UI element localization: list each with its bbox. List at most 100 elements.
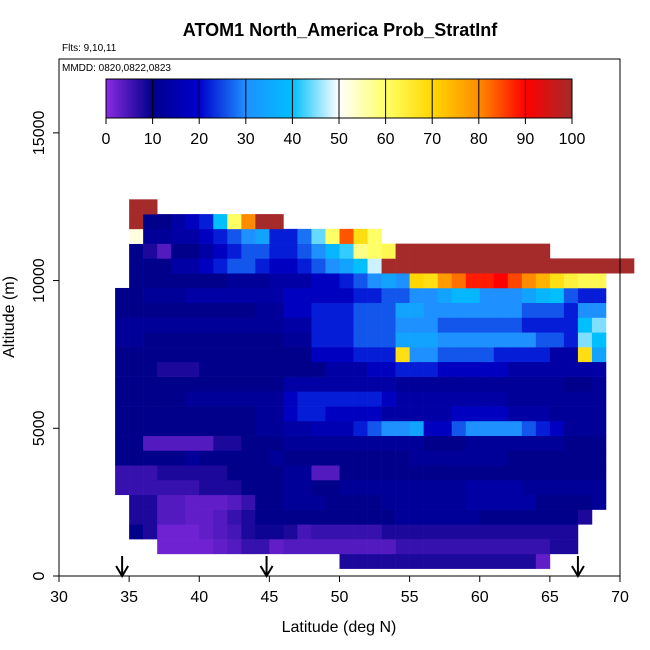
heatmap-cell: [227, 406, 242, 422]
heatmap-cell: [185, 332, 200, 348]
heatmap-cell: [507, 317, 523, 333]
heatmap-cell: [521, 479, 537, 496]
heatmap-cell: [409, 302, 424, 318]
heatmap-cell: [493, 273, 509, 289]
heatmap-cell: [507, 361, 523, 377]
heatmap-cell: [157, 228, 172, 244]
heatmap-cell: [535, 435, 551, 451]
heatmap-cell: [367, 302, 382, 318]
heatmap-cell: [283, 376, 298, 392]
heatmap-cell: [143, 302, 158, 318]
heatmap-cell: [479, 376, 495, 392]
heatmap-cell: [339, 228, 354, 244]
heatmap-cell: [325, 258, 340, 274]
heatmap-cell: [213, 287, 228, 304]
heatmap-cell: [591, 376, 607, 392]
heatmap-cell: [535, 287, 551, 304]
heatmap-cell: [213, 347, 228, 363]
heatmap-cell: [451, 494, 467, 510]
heatmap-cell: [521, 435, 537, 451]
heatmap-cell: [269, 391, 284, 407]
heatmap-cell: [563, 450, 579, 466]
heatmap-cell: [437, 287, 452, 304]
heatmap-cell: [213, 273, 228, 289]
heatmap-cell: [423, 287, 438, 304]
heatmap-cell: [185, 391, 200, 407]
heatmap-cell: [213, 302, 228, 318]
heatmap-cell: [283, 465, 298, 481]
heatmap-cell: [395, 539, 410, 555]
heatmap-cell: [199, 214, 214, 230]
heatmap-cell: [507, 287, 523, 304]
heatmap-cell: [479, 287, 495, 304]
heatmap-cell: [507, 258, 523, 274]
heatmap-cell: [213, 435, 228, 451]
heatmap-cell: [367, 243, 382, 259]
heatmap-cell: [521, 258, 537, 274]
heatmap-cell: [577, 287, 593, 304]
heatmap-cell: [563, 509, 579, 525]
heatmap-cell: [479, 332, 495, 348]
heatmap-cell: [577, 494, 593, 510]
heatmap-cell: [507, 479, 523, 496]
heatmap-cell: [395, 347, 410, 363]
colorbar-tick-label: 100: [559, 131, 586, 148]
heatmap-cell: [171, 539, 186, 555]
heatmap-cell: [507, 509, 523, 525]
heatmap-cell: [199, 539, 214, 555]
heatmap-cell: [423, 406, 438, 422]
heatmap-cell: [451, 347, 467, 363]
heatmap-cell: [479, 361, 495, 377]
heatmap-cell: [353, 376, 368, 392]
heatmap-cell: [227, 420, 242, 436]
heatmap-cell: [241, 376, 256, 392]
heatmap-cell: [185, 450, 200, 466]
heatmap-cell: [493, 539, 509, 555]
heatmap-cell: [269, 273, 284, 289]
heatmap-cell: [157, 391, 172, 407]
heatmap-cell: [591, 420, 607, 436]
heatmap-cell: [311, 479, 326, 496]
heatmap-cell: [283, 420, 298, 436]
heatmap-cell: [423, 509, 438, 525]
heatmap-cell: [423, 391, 438, 407]
heatmap-cell: [185, 479, 200, 496]
heatmap-cell: [507, 539, 523, 555]
heatmap-cell: [129, 509, 144, 525]
heatmap-cell: [423, 361, 438, 377]
heatmap-cell: [437, 539, 452, 555]
heatmap-cell: [479, 450, 495, 466]
heatmap-cell: [451, 273, 467, 289]
heatmap-cell: [255, 347, 270, 363]
heatmap-cell: [129, 317, 144, 333]
heatmap-cell: [143, 420, 158, 436]
heatmap-cell: [591, 391, 607, 407]
heatmap-cell: [185, 524, 200, 540]
heatmap-cell: [241, 406, 256, 422]
heatmap-cell: [241, 435, 256, 451]
heatmap-cell: [367, 509, 382, 525]
heatmap-cell: [437, 479, 452, 496]
y-tick-label: 15000: [31, 111, 48, 156]
heatmap-cell: [269, 317, 284, 333]
heatmap-cell: [423, 317, 438, 333]
heatmap-cell: [409, 317, 424, 333]
heatmap-cell: [115, 332, 130, 348]
heatmap-cell: [171, 420, 186, 436]
heatmap-cell: [227, 509, 242, 525]
heatmap-cell: [395, 450, 410, 466]
heatmap-cell: [227, 317, 242, 333]
heatmap-cell: [283, 479, 298, 496]
heatmap-cell: [591, 258, 607, 274]
heatmap-cell: [185, 273, 200, 289]
heatmap-cell: [535, 494, 551, 510]
heatmap-cell: [129, 479, 144, 496]
heatmap-cell: [563, 435, 579, 451]
heatmap-cell: [577, 509, 593, 525]
heatmap-cell: [423, 435, 438, 451]
heatmap-cell: [255, 420, 270, 436]
heatmap-cell: [255, 317, 270, 333]
heatmap-cell: [591, 361, 607, 377]
heatmap-cell: [241, 361, 256, 377]
heatmap-cell: [451, 406, 467, 422]
